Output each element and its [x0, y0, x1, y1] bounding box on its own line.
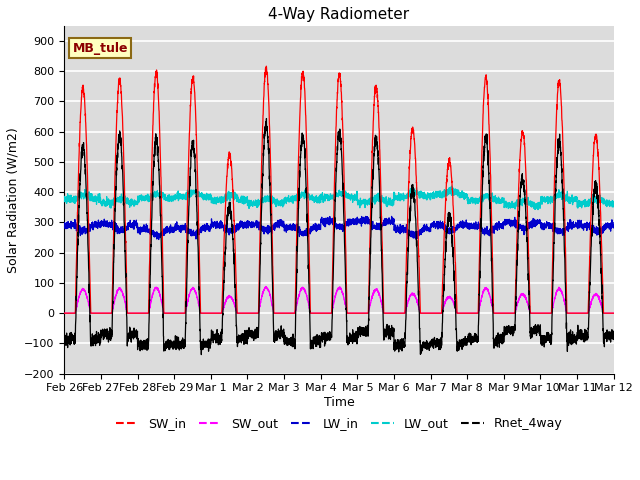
- Legend: SW_in, SW_out, LW_in, LW_out, Rnet_4way: SW_in, SW_out, LW_in, LW_out, Rnet_4way: [111, 412, 568, 435]
- Text: MB_tule: MB_tule: [72, 42, 128, 55]
- X-axis label: Time: Time: [324, 396, 355, 409]
- Y-axis label: Solar Radiation (W/m2): Solar Radiation (W/m2): [7, 127, 20, 273]
- Title: 4-Way Radiometer: 4-Way Radiometer: [268, 7, 410, 22]
